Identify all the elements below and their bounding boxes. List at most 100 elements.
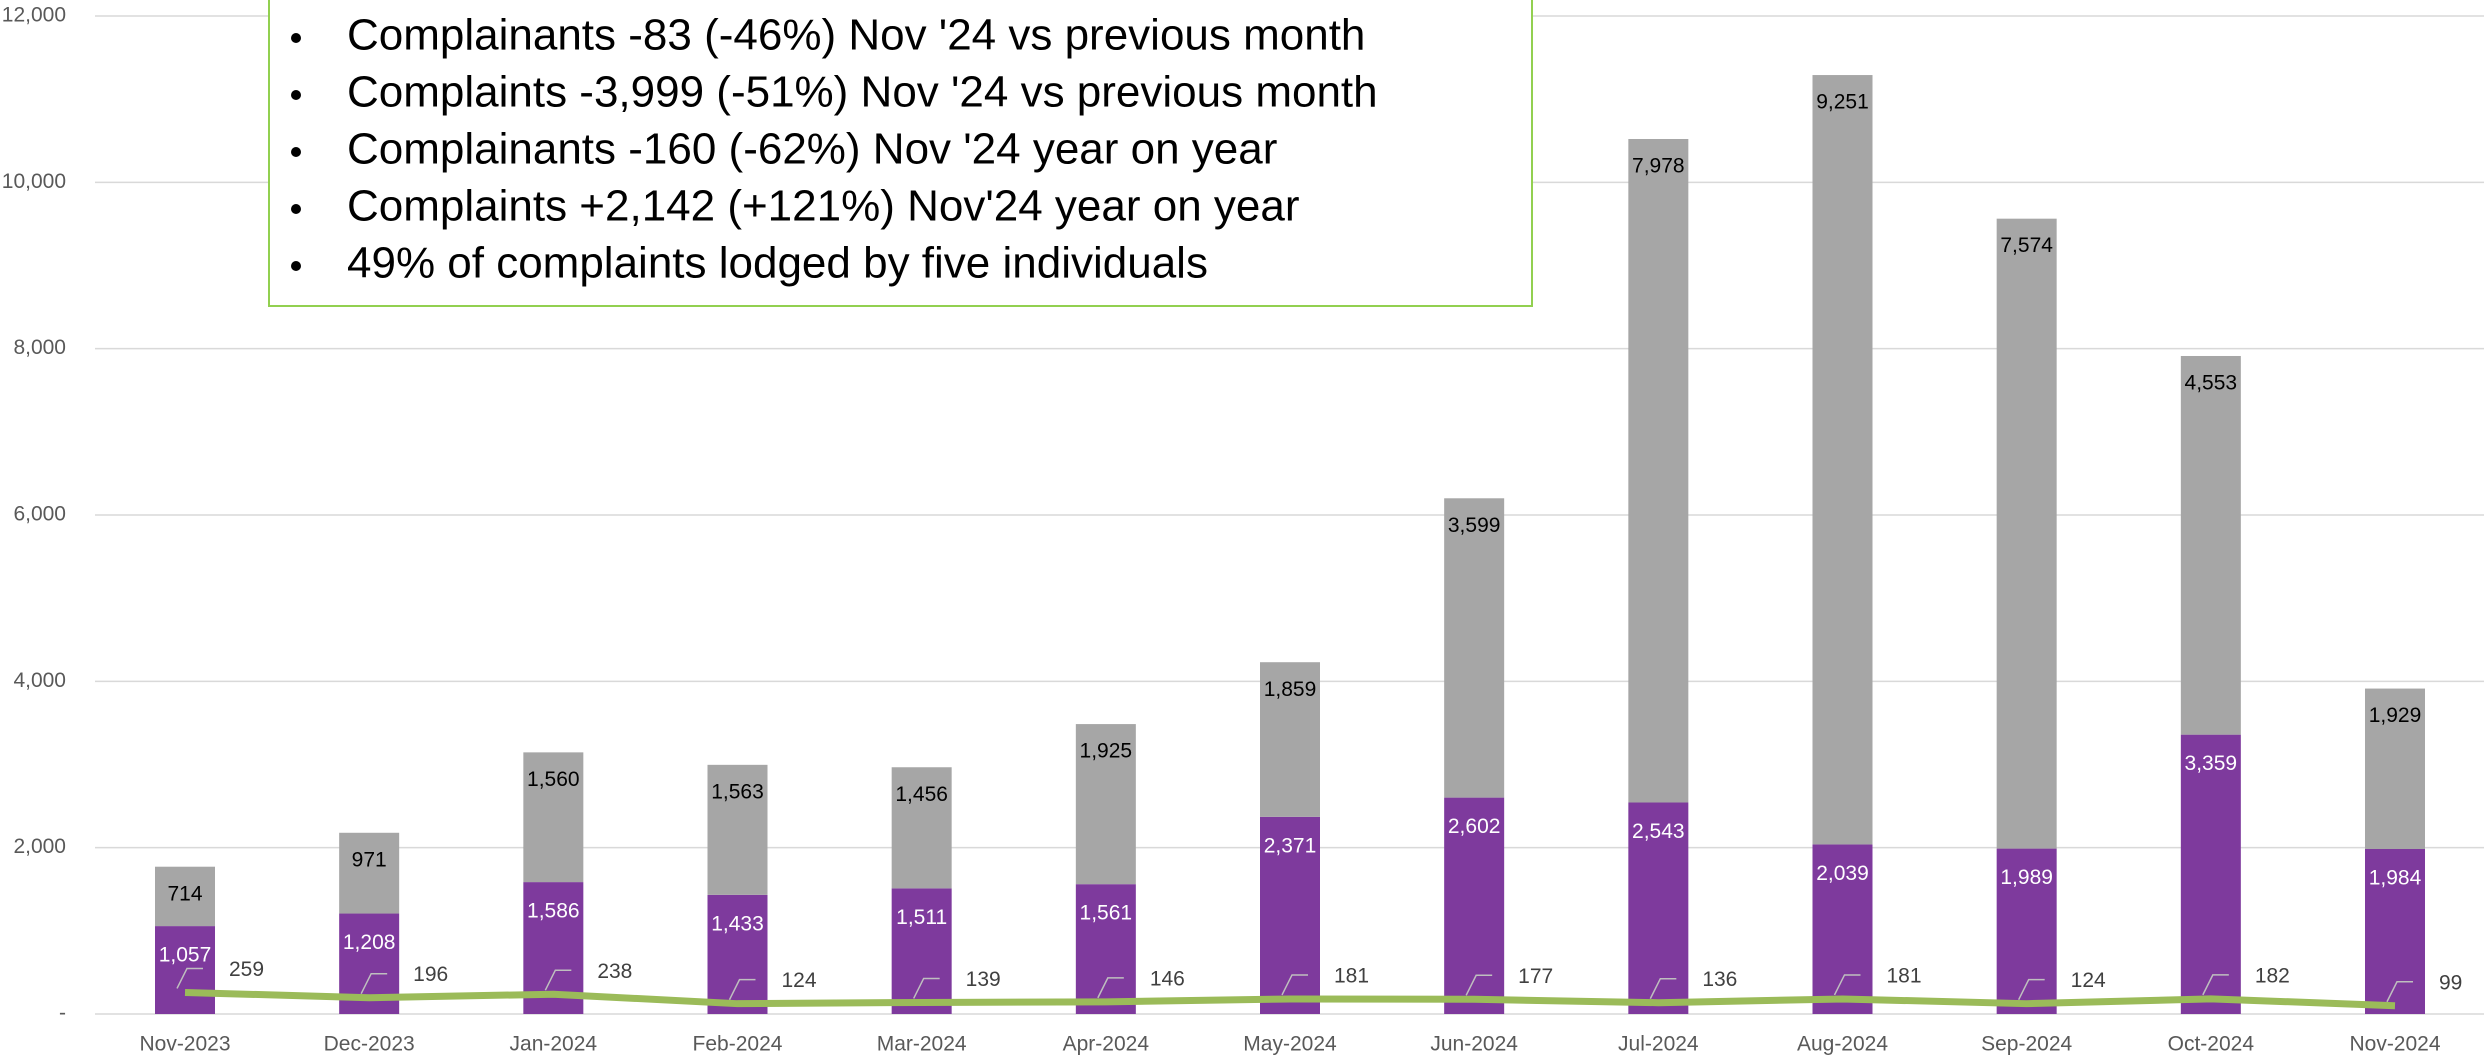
- annotation: Complaints -3,999 (-51%) Nov '24 vs prev…: [347, 68, 1378, 117]
- bar: [1075, 884, 1136, 1014]
- x-tick-label: Jun-2024: [1430, 1033, 1518, 1056]
- data-label: 1,057: [159, 944, 212, 967]
- data-label: 2,371: [1264, 834, 1317, 857]
- bar: [1812, 844, 1873, 1014]
- data-label: 1,563: [711, 780, 764, 803]
- data-label: 181: [1887, 964, 1922, 987]
- data-label: 1,984: [2369, 867, 2422, 890]
- leader-line: [1097, 977, 1124, 999]
- bar: [707, 764, 768, 895]
- leader-line: [2017, 978, 2045, 1001]
- data-label: 1,586: [527, 900, 580, 923]
- data-label: 714: [167, 882, 202, 905]
- bullet: [291, 147, 301, 157]
- x-tick-label: Oct-2024: [2168, 1033, 2255, 1056]
- data-label: 3,359: [2185, 752, 2238, 775]
- data-label: 2,039: [1816, 862, 1869, 885]
- annotation-box: [268, 0, 1533, 307]
- bar: [891, 888, 952, 1014]
- bar: [1260, 662, 1320, 817]
- bar: [155, 866, 215, 927]
- leader-line: [176, 967, 203, 989]
- y-tick-label: 8,000: [13, 336, 66, 359]
- data-label: 2,602: [1448, 815, 1501, 838]
- data-label: 139: [966, 968, 1001, 991]
- data-label: 238: [597, 960, 632, 983]
- bar: [1628, 802, 1689, 1014]
- leader-line: [1649, 977, 1677, 1000]
- leader-line: [544, 969, 572, 991]
- bar: [891, 767, 952, 889]
- data-label: 124: [782, 969, 817, 992]
- data-label: 4,553: [2185, 372, 2238, 395]
- y-tick-label: 2,000: [13, 835, 66, 858]
- bar: [155, 926, 215, 1014]
- x-tick-label: Aug-2024: [1797, 1033, 1888, 1056]
- data-label: 99: [2439, 971, 2462, 994]
- bar: [1996, 218, 2057, 849]
- y-tick-label: 6,000: [13, 503, 66, 526]
- leader-line: [2386, 981, 2413, 1003]
- data-label: 1,925: [1080, 740, 1133, 763]
- annotation: 49% of complaints lodged by five individ…: [347, 239, 1208, 288]
- data-label: 7,574: [2000, 234, 2053, 257]
- data-label: 181: [1334, 964, 1369, 987]
- annotation: Complainants -160 (-62%) Nov '24 year on…: [347, 125, 1277, 174]
- x-tick-label: Dec-2023: [324, 1033, 415, 1056]
- data-label: 1,560: [527, 768, 580, 791]
- x-tick-label: Jan-2024: [510, 1033, 598, 1056]
- leader-line: [2202, 974, 2229, 996]
- bar: [1260, 816, 1320, 1014]
- y-tick-label: 10,000: [2, 170, 66, 193]
- data-label: 9,251: [1816, 91, 1869, 114]
- data-label: 146: [1150, 967, 1185, 990]
- leader-line: [912, 977, 940, 999]
- data-label: 182: [2255, 964, 2290, 987]
- data-label: 196: [413, 963, 448, 986]
- data-label: 1,433: [711, 912, 764, 935]
- x-tick-label: Apr-2024: [1063, 1033, 1150, 1056]
- data-label: 2,543: [1632, 820, 1685, 843]
- bullet: [291, 204, 301, 214]
- bar: [2180, 355, 2241, 735]
- bar: [1812, 75, 1873, 845]
- bar: [707, 894, 768, 1014]
- x-tick-label: May-2024: [1243, 1033, 1337, 1056]
- leader-line: [1281, 974, 1308, 996]
- bullet: [291, 33, 301, 43]
- data-label: 1,989: [2000, 866, 2053, 889]
- y-tick-label: 12,000: [2, 4, 66, 27]
- leader-line: [1833, 974, 1861, 996]
- bar: [1075, 724, 1136, 885]
- leader-line: [360, 972, 388, 995]
- data-label: 1,561: [1080, 902, 1133, 925]
- data-label: 3,599: [1448, 514, 1501, 537]
- bar: [339, 832, 400, 914]
- x-tick-label: Jul-2024: [1618, 1033, 1699, 1056]
- x-tick-label: Nov-2023: [139, 1033, 230, 1056]
- data-label: 1,511: [896, 906, 947, 929]
- bar: [2180, 734, 2241, 1014]
- annotation: Complaints +2,142 (+121%) Nov'24 year on…: [347, 182, 1300, 231]
- y-tick-label: 4,000: [13, 669, 66, 692]
- data-label: 1,929: [2369, 704, 2422, 727]
- x-tick-label: Nov-2024: [2349, 1033, 2440, 1056]
- data-label: 1,456: [895, 783, 948, 806]
- data-label: 7,978: [1632, 155, 1685, 178]
- line: [184, 988, 2396, 1010]
- x-tick-label: Feb-2024: [693, 1033, 783, 1056]
- leader-line: [728, 978, 756, 1001]
- data-label: 1,208: [343, 931, 396, 954]
- data-label: 124: [2071, 969, 2106, 992]
- bullet: [291, 90, 301, 100]
- bar: [1996, 848, 2057, 1014]
- x-tick-label: Sep-2024: [1981, 1033, 2072, 1056]
- bar: [1628, 139, 1689, 803]
- leader-line: [1465, 974, 1493, 996]
- annotation: Complainants -83 (-46%) Nov '24 vs previ…: [347, 11, 1365, 60]
- y-tick-label: -: [59, 1002, 66, 1025]
- bar: [2365, 688, 2425, 849]
- data-label: 177: [1518, 965, 1553, 988]
- bar: [523, 752, 584, 883]
